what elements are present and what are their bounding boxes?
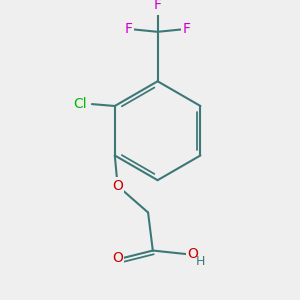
Text: O: O (112, 251, 123, 265)
Text: O: O (112, 179, 123, 193)
Text: O: O (187, 248, 198, 261)
Text: F: F (125, 22, 133, 36)
Text: F: F (154, 0, 162, 12)
Text: Cl: Cl (74, 97, 87, 111)
Text: F: F (182, 22, 190, 36)
Text: H: H (196, 256, 205, 268)
